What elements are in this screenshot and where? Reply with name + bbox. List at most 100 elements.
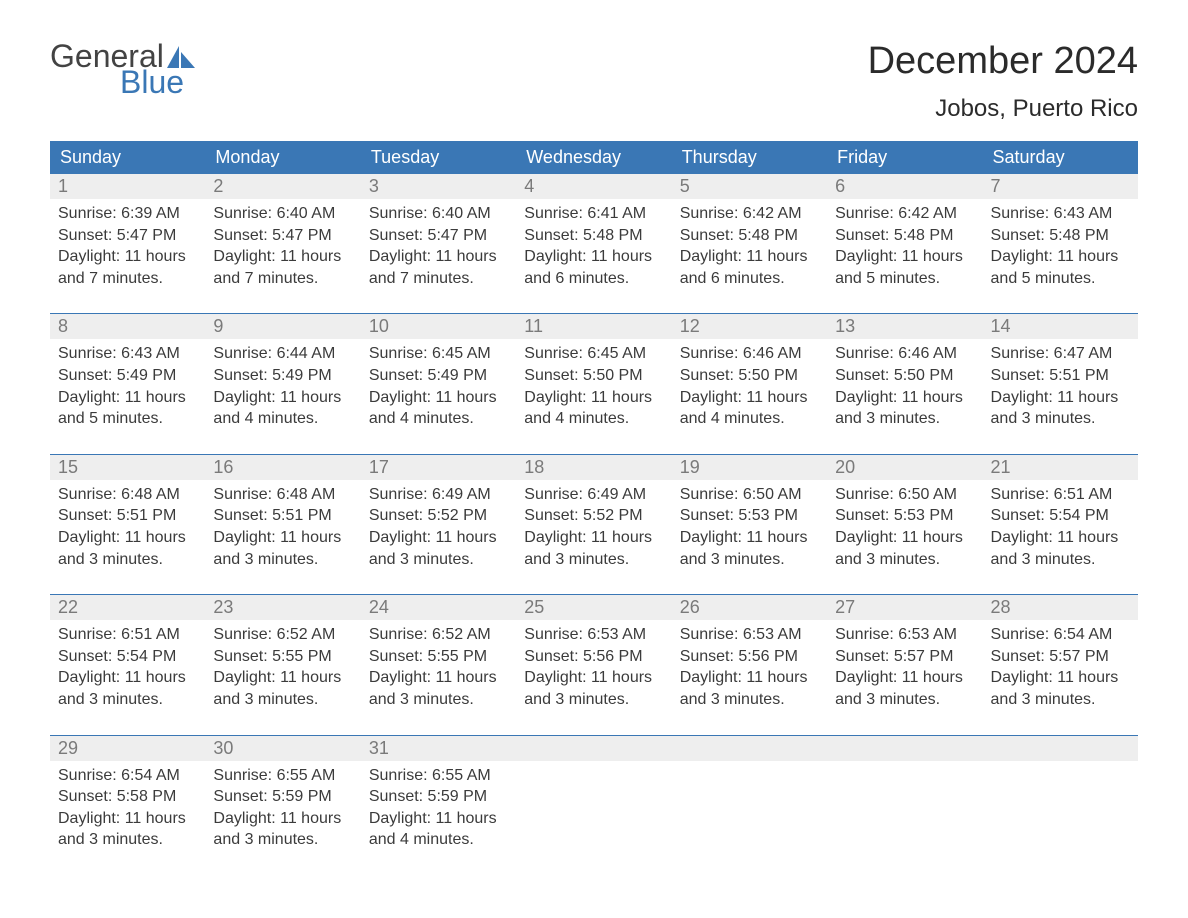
day-content-cell: Sunrise: 6:48 AMSunset: 5:51 PMDaylight:… xyxy=(50,480,205,595)
sunrise-line: Sunrise: 6:46 AM xyxy=(835,343,974,365)
sunrise-line: Sunrise: 6:43 AM xyxy=(991,203,1130,225)
day-content-cell: Sunrise: 6:51 AMSunset: 5:54 PMDaylight:… xyxy=(983,480,1138,595)
daylight-line: Daylight: 11 hours and 3 minutes. xyxy=(524,667,663,710)
daylight-line: Daylight: 11 hours and 4 minutes. xyxy=(680,387,819,430)
sunrise-line: Sunrise: 6:53 AM xyxy=(835,624,974,646)
sunset-line: Sunset: 5:47 PM xyxy=(369,225,508,247)
day-header: Saturday xyxy=(983,141,1138,174)
day-number-cell: 25 xyxy=(516,595,671,620)
sunset-line: Sunset: 5:58 PM xyxy=(58,786,197,808)
sunrise-line: Sunrise: 6:53 AM xyxy=(524,624,663,646)
day-content-cell: Sunrise: 6:43 AMSunset: 5:48 PMDaylight:… xyxy=(983,199,1138,314)
day-header: Thursday xyxy=(672,141,827,174)
sunset-line: Sunset: 5:50 PM xyxy=(835,365,974,387)
sunrise-line: Sunrise: 6:43 AM xyxy=(58,343,197,365)
sunset-line: Sunset: 5:57 PM xyxy=(991,646,1130,668)
sunrise-line: Sunrise: 6:46 AM xyxy=(680,343,819,365)
daylight-line: Daylight: 11 hours and 3 minutes. xyxy=(524,527,663,570)
sunrise-line: Sunrise: 6:40 AM xyxy=(369,203,508,225)
sunset-line: Sunset: 5:50 PM xyxy=(524,365,663,387)
daylight-line: Daylight: 11 hours and 4 minutes. xyxy=(369,808,508,851)
daylight-line: Daylight: 11 hours and 4 minutes. xyxy=(369,387,508,430)
sunset-line: Sunset: 5:48 PM xyxy=(680,225,819,247)
daylight-line: Daylight: 11 hours and 5 minutes. xyxy=(835,246,974,289)
day-content-cell: Sunrise: 6:39 AMSunset: 5:47 PMDaylight:… xyxy=(50,199,205,314)
daylight-line: Daylight: 11 hours and 3 minutes. xyxy=(991,667,1130,710)
day-number-row: 22232425262728 xyxy=(50,595,1138,620)
sunset-line: Sunset: 5:48 PM xyxy=(835,225,974,247)
day-content-cell: Sunrise: 6:42 AMSunset: 5:48 PMDaylight:… xyxy=(672,199,827,314)
day-content-cell: Sunrise: 6:51 AMSunset: 5:54 PMDaylight:… xyxy=(50,620,205,735)
calendar-thead: SundayMondayTuesdayWednesdayThursdayFrid… xyxy=(50,141,1138,174)
daylight-line: Daylight: 11 hours and 3 minutes. xyxy=(835,387,974,430)
daylight-line: Daylight: 11 hours and 3 minutes. xyxy=(58,667,197,710)
day-number-cell: 3 xyxy=(361,174,516,199)
day-number-cell xyxy=(516,736,671,761)
daylight-line: Daylight: 11 hours and 5 minutes. xyxy=(58,387,197,430)
day-content-cell: Sunrise: 6:54 AMSunset: 5:58 PMDaylight:… xyxy=(50,761,205,859)
sunset-line: Sunset: 5:53 PM xyxy=(835,505,974,527)
day-number-cell: 17 xyxy=(361,455,516,480)
day-number-cell: 20 xyxy=(827,455,982,480)
sunset-line: Sunset: 5:51 PM xyxy=(991,365,1130,387)
sunrise-line: Sunrise: 6:51 AM xyxy=(58,624,197,646)
day-number-cell: 27 xyxy=(827,595,982,620)
month-title: December 2024 xyxy=(868,40,1138,83)
logo: General Blue xyxy=(50,40,195,98)
day-number-cell: 14 xyxy=(983,314,1138,339)
calendar-table: SundayMondayTuesdayWednesdayThursdayFrid… xyxy=(50,141,1138,859)
daylight-line: Daylight: 11 hours and 3 minutes. xyxy=(680,527,819,570)
sunrise-line: Sunrise: 6:52 AM xyxy=(213,624,352,646)
daylight-line: Daylight: 11 hours and 3 minutes. xyxy=(58,808,197,851)
day-content-cell: Sunrise: 6:46 AMSunset: 5:50 PMDaylight:… xyxy=(672,339,827,454)
daylight-line: Daylight: 11 hours and 6 minutes. xyxy=(680,246,819,289)
daylight-line: Daylight: 11 hours and 3 minutes. xyxy=(991,387,1130,430)
sunset-line: Sunset: 5:50 PM xyxy=(680,365,819,387)
sunrise-line: Sunrise: 6:48 AM xyxy=(58,484,197,506)
day-number-row: 293031 xyxy=(50,736,1138,761)
day-number-row: 1234567 xyxy=(50,174,1138,199)
page-header: General Blue December 2024 Jobos, Puerto… xyxy=(50,40,1138,123)
daylight-line: Daylight: 11 hours and 4 minutes. xyxy=(213,387,352,430)
sunrise-line: Sunrise: 6:49 AM xyxy=(369,484,508,506)
day-number-cell xyxy=(983,736,1138,761)
day-content-cell: Sunrise: 6:45 AMSunset: 5:50 PMDaylight:… xyxy=(516,339,671,454)
daylight-line: Daylight: 11 hours and 3 minutes. xyxy=(58,527,197,570)
sunrise-line: Sunrise: 6:45 AM xyxy=(369,343,508,365)
day-number-cell xyxy=(827,736,982,761)
day-content-cell: Sunrise: 6:45 AMSunset: 5:49 PMDaylight:… xyxy=(361,339,516,454)
day-content-row: Sunrise: 6:51 AMSunset: 5:54 PMDaylight:… xyxy=(50,620,1138,735)
day-number-cell: 28 xyxy=(983,595,1138,620)
day-number-cell: 6 xyxy=(827,174,982,199)
day-number-cell: 15 xyxy=(50,455,205,480)
sunset-line: Sunset: 5:55 PM xyxy=(213,646,352,668)
daylight-line: Daylight: 11 hours and 3 minutes. xyxy=(680,667,819,710)
sunset-line: Sunset: 5:51 PM xyxy=(213,505,352,527)
day-content-cell: Sunrise: 6:55 AMSunset: 5:59 PMDaylight:… xyxy=(205,761,360,859)
day-content-cell: Sunrise: 6:46 AMSunset: 5:50 PMDaylight:… xyxy=(827,339,982,454)
day-number-cell: 1 xyxy=(50,174,205,199)
day-content-cell: Sunrise: 6:49 AMSunset: 5:52 PMDaylight:… xyxy=(516,480,671,595)
sunrise-line: Sunrise: 6:50 AM xyxy=(680,484,819,506)
day-content-cell: Sunrise: 6:55 AMSunset: 5:59 PMDaylight:… xyxy=(361,761,516,859)
sunset-line: Sunset: 5:52 PM xyxy=(524,505,663,527)
day-header: Tuesday xyxy=(361,141,516,174)
day-number-cell: 16 xyxy=(205,455,360,480)
day-content-cell xyxy=(827,761,982,859)
day-content-cell: Sunrise: 6:44 AMSunset: 5:49 PMDaylight:… xyxy=(205,339,360,454)
daylight-line: Daylight: 11 hours and 3 minutes. xyxy=(213,667,352,710)
daylight-line: Daylight: 11 hours and 3 minutes. xyxy=(213,527,352,570)
daylight-line: Daylight: 11 hours and 6 minutes. xyxy=(524,246,663,289)
sunset-line: Sunset: 5:47 PM xyxy=(58,225,197,247)
day-content-cell: Sunrise: 6:49 AMSunset: 5:52 PMDaylight:… xyxy=(361,480,516,595)
day-header-row: SundayMondayTuesdayWednesdayThursdayFrid… xyxy=(50,141,1138,174)
daylight-line: Daylight: 11 hours and 3 minutes. xyxy=(835,527,974,570)
day-header: Friday xyxy=(827,141,982,174)
day-content-row: Sunrise: 6:43 AMSunset: 5:49 PMDaylight:… xyxy=(50,339,1138,454)
day-number-cell: 7 xyxy=(983,174,1138,199)
day-number-cell: 8 xyxy=(50,314,205,339)
sunrise-line: Sunrise: 6:40 AM xyxy=(213,203,352,225)
sunrise-line: Sunrise: 6:48 AM xyxy=(213,484,352,506)
sunrise-line: Sunrise: 6:52 AM xyxy=(369,624,508,646)
logo-text-bottom: Blue xyxy=(120,66,184,98)
